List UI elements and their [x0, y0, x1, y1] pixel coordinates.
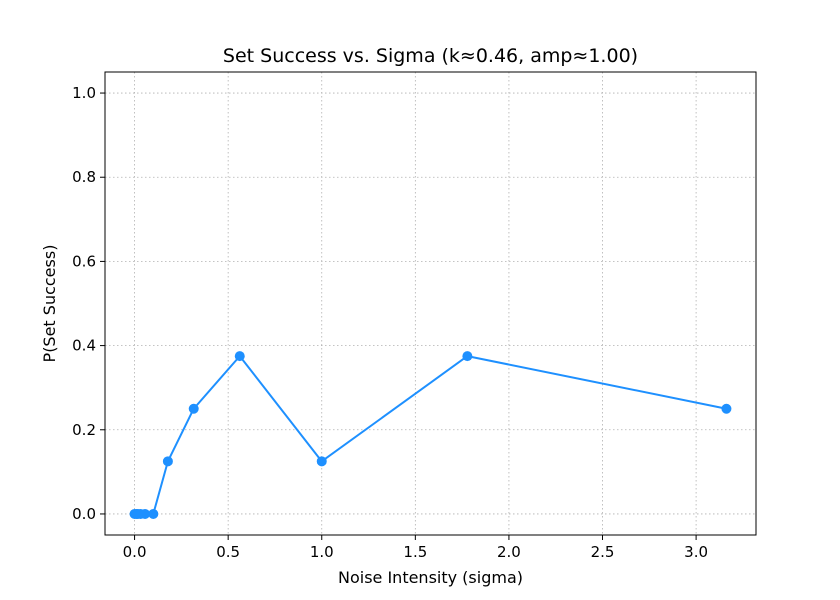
ticks: 0.0 0.5 1.0 1.5 2.0 2.5 3.0 0.0 0.2 0.4 0.6 0.8 1.0 — [72, 84, 708, 561]
series — [129, 351, 732, 519]
data-point — [234, 351, 245, 362]
x-tick-label: 0.5 — [216, 543, 240, 561]
x-axis-label: Noise Intensity (sigma) — [338, 568, 523, 587]
y-tick-label: 1.0 — [72, 84, 96, 102]
data-point — [462, 351, 473, 362]
chart-title: Set Success vs. Sigma (k≈0.46, amp≈1.00) — [223, 45, 638, 67]
y-tick-label: 0.4 — [72, 337, 96, 355]
y-tick-label: 0.8 — [72, 168, 96, 186]
y-axis-label: P(Set Success) — [40, 245, 59, 363]
x-tick-label: 2.0 — [497, 543, 521, 561]
x-tick-label: 1.5 — [403, 543, 427, 561]
data-point — [721, 403, 732, 414]
data-point — [148, 508, 159, 519]
data-point — [162, 456, 173, 467]
x-tick-label: 3.0 — [684, 543, 708, 561]
y-tick-label: 0.0 — [72, 505, 96, 523]
grid — [105, 72, 756, 535]
data-point — [188, 403, 199, 414]
x-tick-label: 2.5 — [591, 543, 615, 561]
x-tick-label: 0.0 — [123, 543, 147, 561]
data-point — [316, 456, 327, 467]
y-tick-label: 0.6 — [72, 252, 96, 270]
data-point — [140, 508, 151, 519]
y-tick-label: 0.2 — [72, 421, 96, 439]
x-tick-label: 1.0 — [310, 543, 334, 561]
plot-frame — [104, 71, 757, 536]
